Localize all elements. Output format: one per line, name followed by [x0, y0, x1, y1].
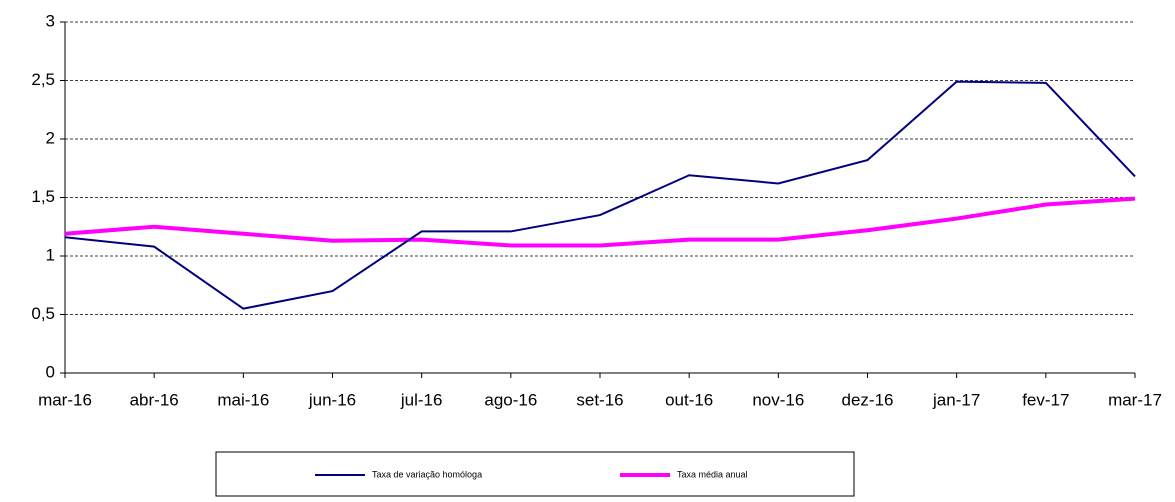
y-tick-label: 2: [46, 128, 55, 147]
x-tick-label: jul-16: [400, 390, 443, 409]
x-tick-label: abr-16: [130, 390, 179, 409]
x-tick-label: fev-17: [1022, 390, 1069, 409]
x-tick-label: mar-16: [38, 390, 92, 409]
x-tick-label: dez-16: [842, 390, 894, 409]
y-tick-label: 2,5: [31, 70, 55, 89]
y-tick-label: 1,5: [31, 187, 55, 206]
x-tick-label: ago-16: [484, 390, 537, 409]
x-tick-label: jun-16: [308, 390, 356, 409]
y-tick-label: 0: [46, 362, 55, 381]
legend-label: Taxa de variação homóloga: [372, 469, 482, 479]
x-tick-label: set-16: [576, 390, 623, 409]
series-line: [64, 80, 1136, 310]
x-tick-label: jan-17: [932, 390, 980, 409]
series-line: [64, 196, 1136, 248]
x-tick-label: nov-16: [752, 390, 804, 409]
y-tick-label: 3: [46, 11, 55, 30]
y-tick-label: 1: [46, 245, 55, 264]
legend-label: Taxa média anual: [677, 469, 748, 479]
y-tick-label: 0,5: [31, 304, 55, 323]
x-tick-label: mai-16: [217, 390, 269, 409]
x-tick-label: mar-17: [1108, 390, 1162, 409]
legend-box: [215, 451, 855, 497]
x-tick-label: out-16: [665, 390, 713, 409]
